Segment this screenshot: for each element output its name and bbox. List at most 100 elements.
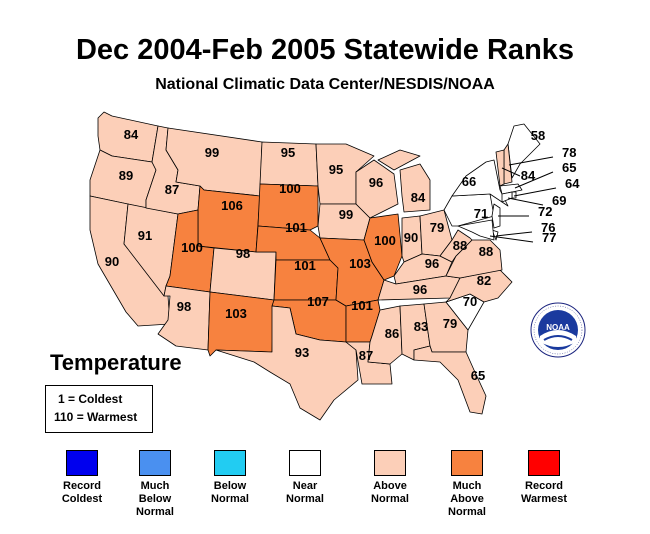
rank-label-co: 98 xyxy=(236,246,250,261)
rank-label-wi: 96 xyxy=(369,175,383,190)
rank-label-nm: 103 xyxy=(225,306,247,321)
rank-label-wv: 88 xyxy=(453,238,467,253)
rank-label-de: 76 xyxy=(541,220,555,235)
legend-label: Above Normal xyxy=(371,480,409,505)
state-wy xyxy=(197,185,261,253)
legend-swatch xyxy=(139,450,171,476)
rank-label-ri: 64 xyxy=(565,176,580,191)
state-sd xyxy=(257,183,319,231)
map-subtitle: National Climatic Data Center/NESDIS/NOA… xyxy=(155,76,495,93)
state-nj xyxy=(491,203,501,229)
map-title: Dec 2004-Feb 2005 Statewide Ranks xyxy=(75,34,575,66)
rank-label-wa: 84 xyxy=(124,127,139,142)
rank-label-al: 83 xyxy=(414,319,428,334)
legend-label: Record Coldest xyxy=(61,480,103,505)
rank-label-me: 58 xyxy=(531,128,545,143)
leader-line-de xyxy=(495,231,533,237)
rank-label-wy: 106 xyxy=(221,198,243,213)
leader-line-ri xyxy=(513,187,557,197)
rank-label-tn: 96 xyxy=(413,282,427,297)
rank-label-ms: 86 xyxy=(385,326,399,341)
rank-label-il: 100 xyxy=(374,233,396,248)
rank-label-va: 88 xyxy=(479,244,493,259)
legend-label: Below Normal xyxy=(211,480,249,505)
noaa-logo-text: NOAA xyxy=(546,323,570,332)
rank-label-nv: 91 xyxy=(138,228,152,243)
state-vt xyxy=(495,149,505,187)
legend-swatch xyxy=(528,450,560,476)
leader-line-md xyxy=(489,235,534,243)
legend-item: Much Below Normal xyxy=(115,450,195,519)
rank-label-sc: 70 xyxy=(463,294,477,309)
rank-label-mi: 84 xyxy=(411,190,426,205)
rank-label-ca: 90 xyxy=(105,254,119,269)
rank-label-ne: 101 xyxy=(285,220,307,235)
noaa-logo-icon: NOAA xyxy=(530,302,586,358)
state-ny xyxy=(451,159,509,207)
state-il xyxy=(363,213,403,281)
rank-label-mo: 103 xyxy=(349,256,371,271)
rank-label-ky: 96 xyxy=(425,256,439,271)
leader-line-nh xyxy=(508,156,554,166)
rank-label-pa: 71 xyxy=(474,206,488,221)
rank-label-ar: 101 xyxy=(351,298,373,313)
rank-label-az: 98 xyxy=(177,299,191,314)
state-wv xyxy=(439,229,473,263)
legend-label: Record Warmest xyxy=(520,480,568,505)
rank-label-nc: 82 xyxy=(477,273,491,288)
legend-item: Below Normal xyxy=(190,450,270,506)
rank-label-ma: 65 xyxy=(562,160,576,175)
rank-label-md: 77 xyxy=(542,230,556,245)
rank-label-ia: 99 xyxy=(339,207,353,222)
state-ma xyxy=(499,183,523,195)
legend-item: Record Coldest xyxy=(42,450,122,506)
key-coldest: 1 = Coldest xyxy=(58,392,123,406)
state-me xyxy=(507,123,541,179)
state-ri xyxy=(511,191,517,199)
state-ms xyxy=(367,305,403,365)
leader-line-ma xyxy=(514,171,554,189)
legend-swatch xyxy=(289,450,321,476)
key-warmest: 110 = Warmest xyxy=(54,410,138,424)
state-nm xyxy=(207,291,275,357)
legend-item: Record Warmest xyxy=(504,450,584,506)
legend-label: Much Above Normal xyxy=(448,480,486,518)
rank-label-ga: 79 xyxy=(443,316,457,331)
legend-item: Above Normal xyxy=(350,450,430,506)
legend-swatch xyxy=(66,450,98,476)
state-tx xyxy=(215,305,359,421)
state-ct xyxy=(501,191,513,203)
rank-label-sd: 100 xyxy=(279,181,301,196)
legend-swatch xyxy=(214,450,246,476)
rank-label-oh: 79 xyxy=(430,220,444,235)
rank-label-ny: 66 xyxy=(462,174,476,189)
leader-line-vt xyxy=(501,167,521,177)
rank-label-or: 89 xyxy=(119,168,133,183)
state-fl xyxy=(413,345,487,415)
rank-label-nj: 72 xyxy=(538,204,552,219)
leader-line-ct xyxy=(507,197,544,206)
state-md xyxy=(457,219,495,241)
rank-key-box: 1 = Coldest 110 = Warmest xyxy=(45,385,153,433)
rank-label-ct: 69 xyxy=(552,193,566,208)
legend-label: Much Below Normal xyxy=(136,480,174,518)
state-mi xyxy=(377,149,431,213)
rank-label-vt: 84 xyxy=(521,168,536,183)
legend-swatch xyxy=(374,450,406,476)
rank-label-fl: 65 xyxy=(471,368,485,383)
legend-item: Near Normal xyxy=(265,450,345,506)
rank-label-ok: 107 xyxy=(307,294,329,309)
rank-label-la: 87 xyxy=(359,348,373,363)
rank-label-ut: 100 xyxy=(181,240,203,255)
variable-label: Temperature xyxy=(50,350,182,375)
rank-label-ks: 101 xyxy=(294,258,316,273)
legend-label: Near Normal xyxy=(286,480,324,505)
rank-label-in: 90 xyxy=(404,230,418,245)
rank-label-nh: 78 xyxy=(562,145,576,160)
rank-label-tx: 93 xyxy=(295,345,309,360)
rank-label-id: 87 xyxy=(165,182,179,197)
legend-item: Much Above Normal xyxy=(427,450,507,519)
rank-label-nd: 95 xyxy=(281,145,295,160)
state-wi xyxy=(355,159,399,219)
rank-label-mt: 99 xyxy=(205,145,219,160)
